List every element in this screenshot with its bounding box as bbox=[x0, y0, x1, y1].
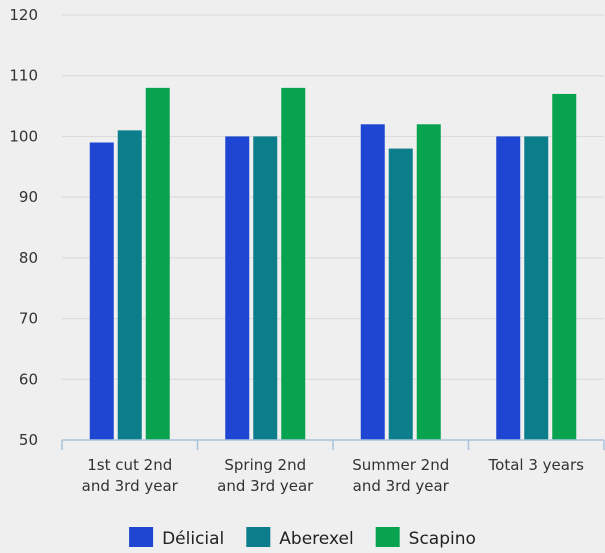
legend-label: Délicial bbox=[162, 529, 224, 549]
legend-swatch bbox=[375, 527, 400, 547]
legend: Délicial Aberexel Scapino bbox=[129, 527, 476, 549]
bar-d-licial[interactable] bbox=[360, 124, 385, 441]
y-tick-label: 110 bbox=[9, 67, 38, 85]
y-tick-label: 50 bbox=[19, 431, 38, 449]
bar-scapino[interactable] bbox=[416, 124, 441, 441]
bar-scapino[interactable] bbox=[145, 87, 170, 440]
bar-aberexel[interactable] bbox=[388, 148, 413, 441]
bar-aberexel[interactable] bbox=[253, 136, 278, 440]
y-tick-label: 120 bbox=[9, 6, 38, 24]
legend-swatch bbox=[129, 527, 154, 547]
y-axis-labels: 50 60 70 80 90 100 110 120 bbox=[9, 6, 38, 449]
legend-item[interactable]: Délicial bbox=[129, 527, 224, 549]
x-tick-label: Spring 2nd and 3rd year bbox=[217, 456, 314, 495]
bar-aberexel[interactable] bbox=[117, 130, 142, 440]
bar-d-licial[interactable] bbox=[496, 136, 521, 440]
bar-d-licial[interactable] bbox=[225, 136, 250, 440]
y-tick-label: 60 bbox=[19, 370, 38, 388]
x-tick-label: Total 3 years bbox=[488, 456, 585, 474]
y-tick-label: 80 bbox=[19, 249, 38, 267]
legend-swatch bbox=[246, 527, 271, 547]
y-tick-label: 70 bbox=[19, 310, 38, 328]
y-tick-label: 90 bbox=[19, 188, 38, 206]
bar-aberexel[interactable] bbox=[524, 136, 549, 440]
bar-d-licial[interactable] bbox=[89, 142, 114, 441]
x-tick-label: 1st cut 2nd and 3rd year bbox=[82, 456, 179, 495]
legend-label: Aberexel bbox=[279, 529, 353, 549]
legend-label: Scapino bbox=[409, 529, 476, 549]
grid-lines bbox=[62, 14, 604, 380]
x-tick-label: Summer 2nd and 3rd year bbox=[352, 456, 449, 495]
legend-item[interactable]: Scapino bbox=[375, 527, 476, 549]
bar-scapino[interactable] bbox=[281, 87, 306, 440]
x-axis: 1st cut 2nd and 3rd year Spring 2nd and 3rd… bbox=[61, 439, 605, 495]
bars bbox=[89, 87, 577, 441]
y-tick-label: 100 bbox=[9, 127, 38, 145]
legend-item[interactable]: Aberexel bbox=[246, 527, 354, 549]
bar-scapino[interactable] bbox=[552, 93, 577, 440]
